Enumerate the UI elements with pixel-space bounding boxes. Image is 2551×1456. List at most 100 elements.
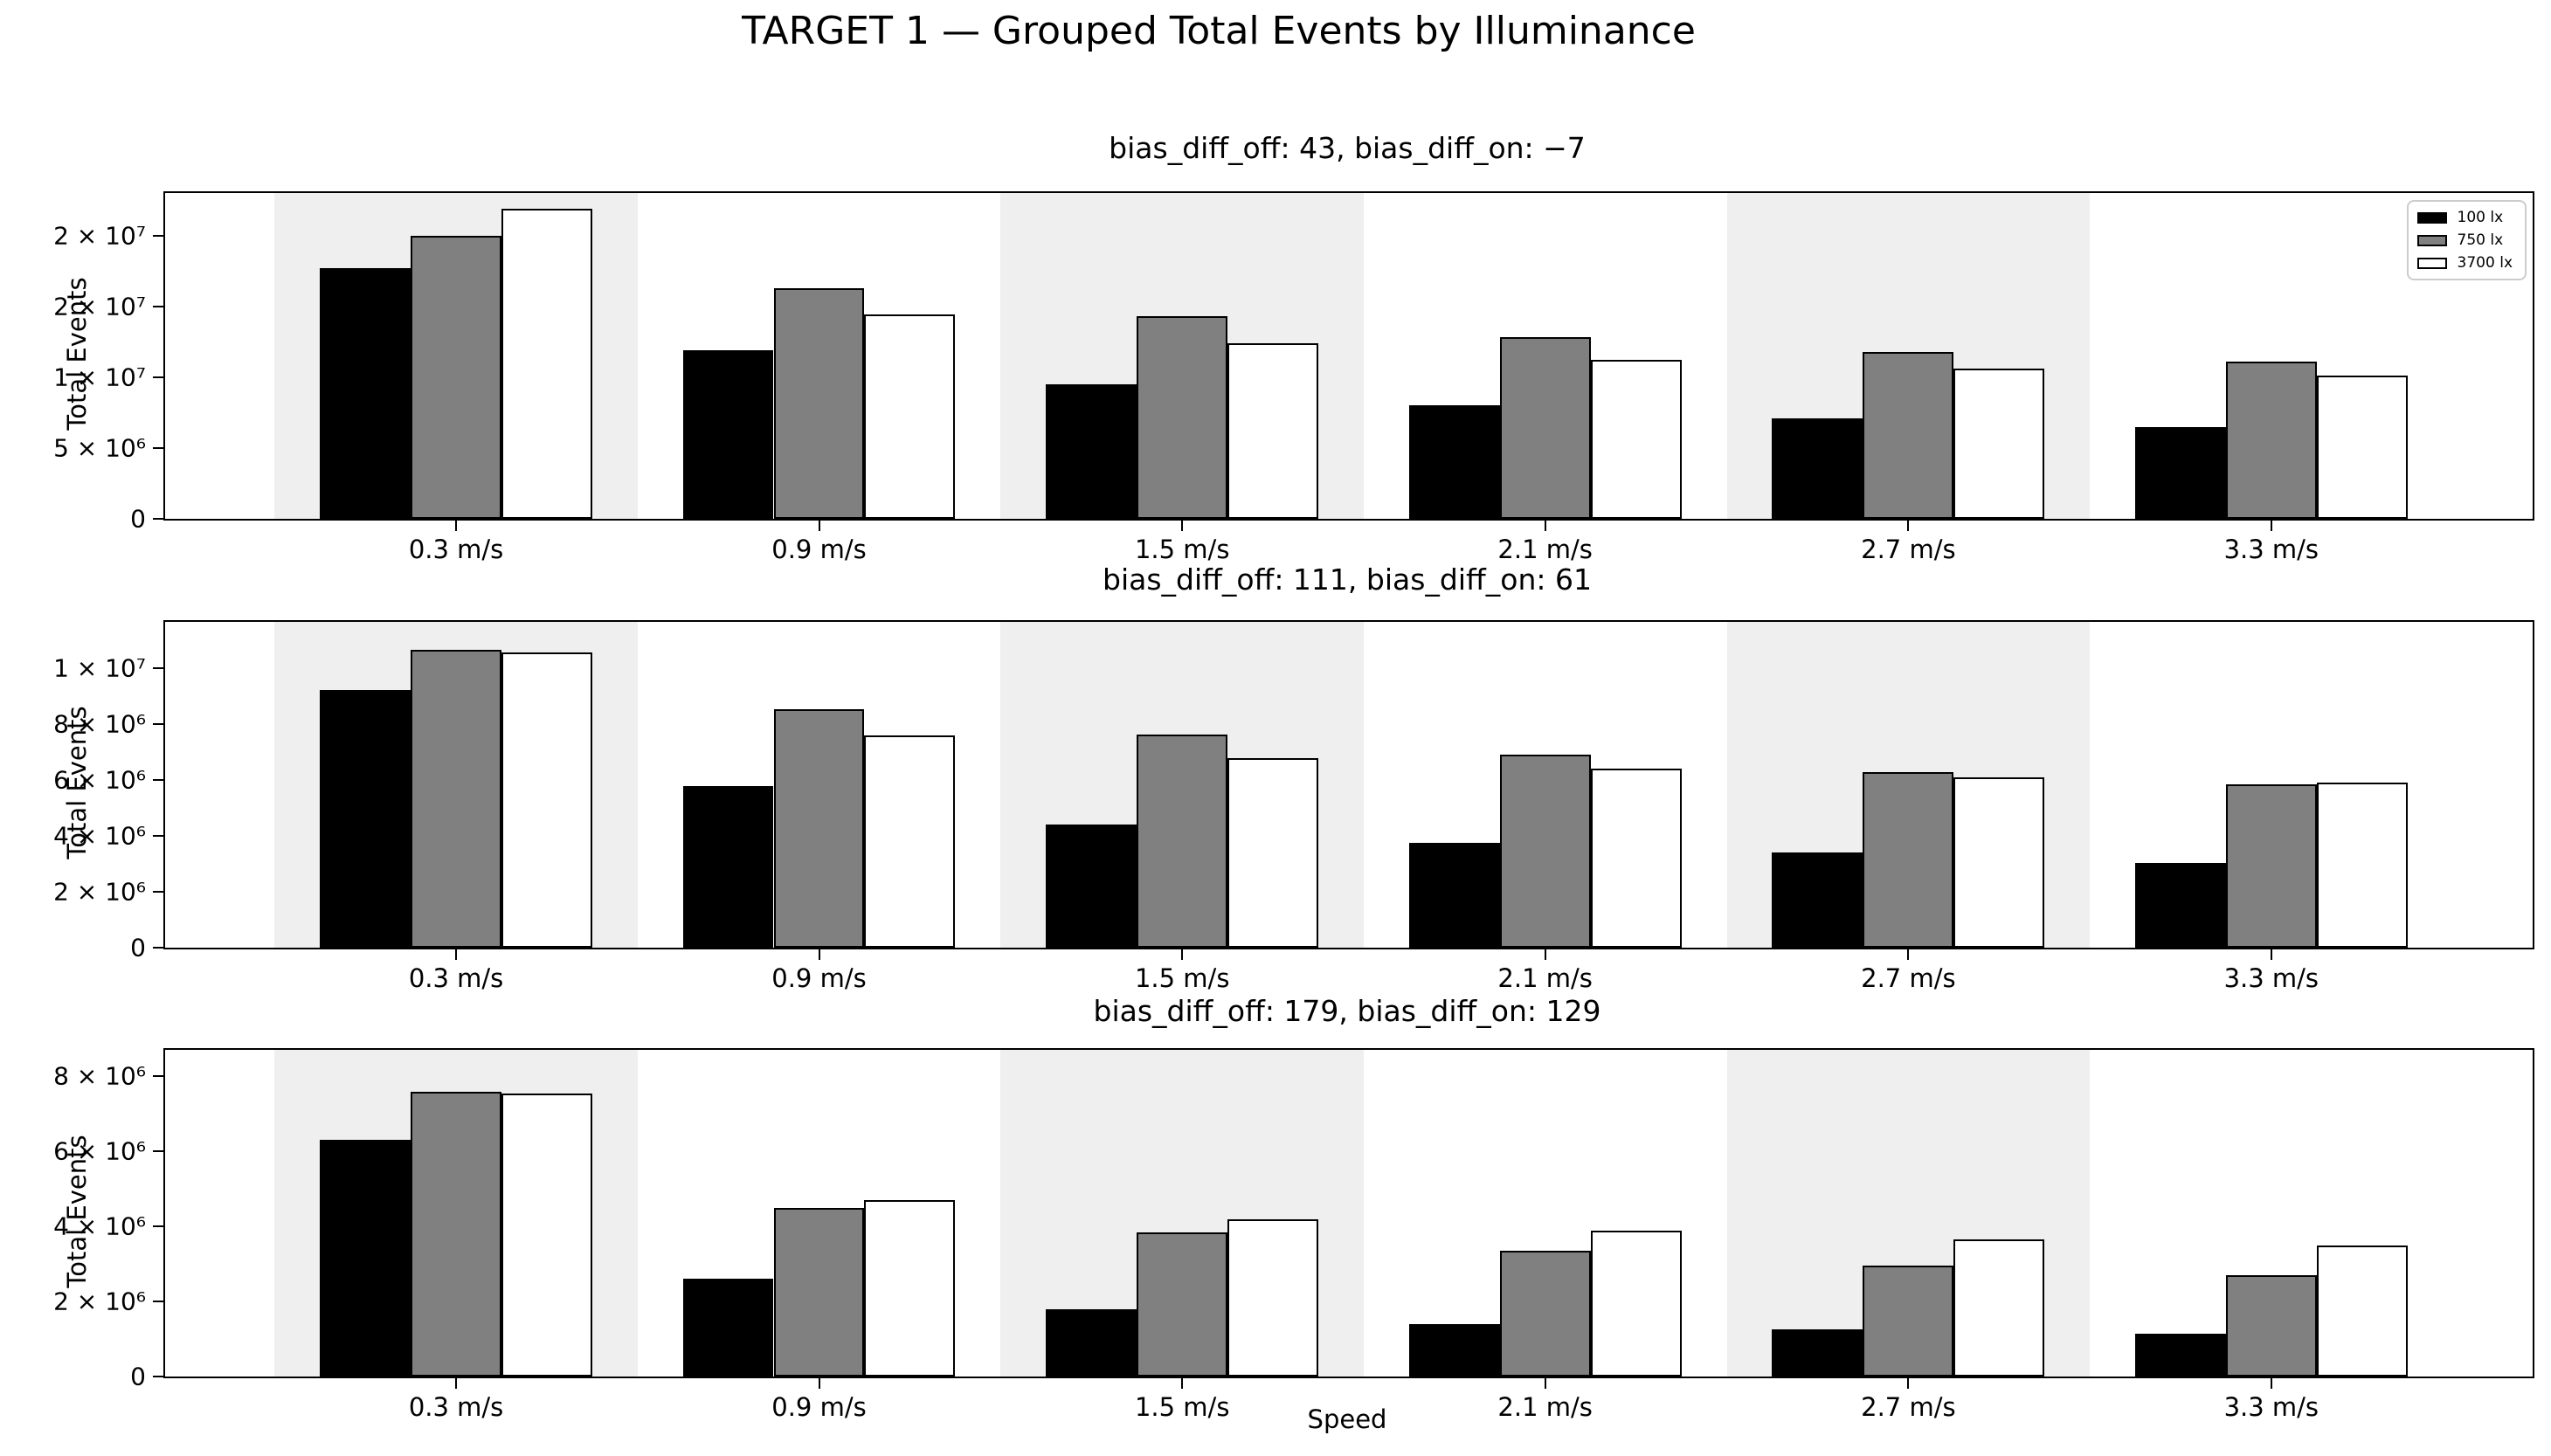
x-tick-label: 3.3 m/s xyxy=(2223,1392,2319,1422)
legend-label: 100 lx xyxy=(2457,209,2504,226)
y-tick-label: 2 × 10⁶ xyxy=(53,877,146,907)
bar-750lx-1.5m/s xyxy=(1137,734,1228,948)
y-tick-mark xyxy=(153,723,165,726)
y-tick-label: 6 × 10⁶ xyxy=(53,1136,146,1166)
x-tick-mark xyxy=(818,948,820,960)
legend: 100 lx 750 lx 3700 lx xyxy=(2406,200,2527,280)
bar-750lx-0.9m/s xyxy=(773,1207,865,1377)
bar-750lx-1.5m/s xyxy=(1137,316,1228,519)
bar-3700lx-2.7m/s xyxy=(1953,777,2045,948)
bar-100lx-3.3m/s xyxy=(2134,862,2226,948)
x-tick-label: 2.7 m/s xyxy=(1861,535,1956,564)
figure-title: TARGET 1 — Grouped Total Events by Illum… xyxy=(742,9,1696,53)
bar-750lx-2.7m/s xyxy=(1863,771,1954,948)
x-tick-mark xyxy=(2270,1377,2272,1389)
bar-100lx-0.3m/s xyxy=(320,1140,411,1377)
bar-3700lx-0.3m/s xyxy=(501,208,593,519)
x-tick-mark xyxy=(1544,519,1546,531)
x-tick-mark xyxy=(455,948,458,960)
bar-750lx-2.1m/s xyxy=(1499,337,1591,519)
subplot-3-plot-area: 0 2 × 10⁶ 4 × 10⁶ 6 × 10⁶ 8 × 10⁶ 0.3 m/s 0.9 … xyxy=(53,1048,2534,1422)
y-tick-label: 6 × 10⁶ xyxy=(53,765,146,795)
bar-750lx-3.3m/s xyxy=(2225,784,2317,948)
x-tick-label: 2.7 m/s xyxy=(1861,1392,1956,1422)
bar-100lx-0.3m/s xyxy=(320,267,411,519)
x-tick-mark xyxy=(2270,519,2272,531)
x-tick-label: 0.3 m/s xyxy=(408,535,504,564)
x-tick-mark xyxy=(818,1377,820,1389)
y-tick-label: 0 xyxy=(130,933,146,963)
bar-3700lx-1.5m/s xyxy=(1227,757,1319,948)
y-tick-mark xyxy=(153,835,165,838)
x-tick-label: 2.1 m/s xyxy=(1497,535,1593,564)
bar-750lx-2.1m/s xyxy=(1499,755,1591,948)
bar-750lx-3.3m/s xyxy=(2225,1275,2317,1377)
x-tick-mark xyxy=(1181,1377,1184,1389)
y-tick-mark xyxy=(153,1075,165,1078)
bar-3700lx-0.3m/s xyxy=(501,1093,593,1377)
y-tick-label: 0 xyxy=(130,1362,146,1391)
subplot-2-title: bias_diff_off: 111, bias_diff_on: 61 xyxy=(1103,562,1592,597)
y-tick-mark xyxy=(153,1225,165,1228)
bar-3700lx-0.9m/s xyxy=(864,1200,956,1377)
legend-item-100lx: 100 lx xyxy=(2416,209,2513,226)
bar-3700lx-3.3m/s xyxy=(2316,1245,2408,1377)
bar-100lx-2.7m/s xyxy=(1772,1329,1863,1377)
x-tick-label: 1.5 m/s xyxy=(1134,963,1230,993)
x-tick-mark xyxy=(818,519,820,531)
bar-100lx-3.3m/s xyxy=(2134,426,2226,519)
x-tick-label: 3.3 m/s xyxy=(2223,963,2319,993)
x-tick-mark xyxy=(1907,948,1910,960)
y-tick-mark xyxy=(153,779,165,782)
subplot-2-plot-area: 0 2 × 10⁶ 4 × 10⁶ 6 × 10⁶ 8 × 10⁶ 1 × 10⁷ 0.3 … xyxy=(53,620,2534,993)
bar-3700lx-0.9m/s xyxy=(864,314,956,519)
bar-750lx-0.3m/s xyxy=(411,1091,502,1377)
bar-100lx-2.1m/s xyxy=(1408,405,1500,519)
bar-750lx-1.5m/s xyxy=(1137,1232,1228,1377)
legend-swatch-750lx-icon xyxy=(2416,234,2447,246)
x-tick-label: 1.5 m/s xyxy=(1134,535,1230,564)
bar-750lx-0.9m/s xyxy=(773,287,865,519)
bar-750lx-0.9m/s xyxy=(773,708,865,948)
y-tick-mark xyxy=(153,1376,165,1377)
bar-750lx-0.3m/s xyxy=(411,650,502,948)
bar-750lx-3.3m/s xyxy=(2225,362,2317,519)
bar-3700lx-2.1m/s xyxy=(1590,769,1682,948)
bar-100lx-0.3m/s xyxy=(320,689,411,948)
bar-3700lx-0.9m/s xyxy=(864,735,956,948)
y-tick-mark xyxy=(153,1301,165,1303)
bar-100lx-1.5m/s xyxy=(1046,1308,1137,1377)
legend-label: 750 lx xyxy=(2457,231,2504,249)
y-tick-label: 8 × 10⁶ xyxy=(53,709,146,739)
x-tick-label: 0.9 m/s xyxy=(771,535,867,564)
bar-100lx-0.9m/s xyxy=(682,350,774,519)
x-tick-mark xyxy=(455,1377,458,1389)
y-tick-mark xyxy=(153,1150,165,1153)
legend-swatch-100lx-icon xyxy=(2416,211,2447,224)
x-tick-mark xyxy=(1544,948,1546,960)
y-tick-mark xyxy=(153,891,165,894)
bar-100lx-2.1m/s xyxy=(1408,843,1500,948)
y-tick-label: 1 × 10⁷ xyxy=(53,362,146,392)
x-tick-label: 0.3 m/s xyxy=(408,963,504,993)
y-tick-mark xyxy=(153,518,165,520)
bar-3700lx-0.3m/s xyxy=(501,652,593,948)
x-tick-mark xyxy=(1907,1377,1910,1389)
x-tick-mark xyxy=(455,519,458,531)
y-tick-mark xyxy=(153,667,165,670)
bar-100lx-2.1m/s xyxy=(1408,1323,1500,1377)
bar-100lx-3.3m/s xyxy=(2134,1333,2226,1377)
x-tick-label: 0.3 m/s xyxy=(408,1392,504,1422)
legend-item-3700lx: 3700 lx xyxy=(2416,254,2513,272)
legend-label: 3700 lx xyxy=(2457,254,2513,272)
bar-750lx-2.7m/s xyxy=(1863,1266,1954,1377)
y-tick-label: 2 × 10⁶ xyxy=(53,1287,146,1316)
bar-100lx-2.7m/s xyxy=(1772,417,1863,519)
x-tick-mark xyxy=(1907,519,1910,531)
bar-3700lx-3.3m/s xyxy=(2316,783,2408,948)
x-tick-mark xyxy=(1544,1377,1546,1389)
bar-100lx-1.5m/s xyxy=(1046,825,1137,948)
x-tick-label: 3.3 m/s xyxy=(2223,535,2319,564)
legend-item-750lx: 750 lx xyxy=(2416,231,2513,249)
